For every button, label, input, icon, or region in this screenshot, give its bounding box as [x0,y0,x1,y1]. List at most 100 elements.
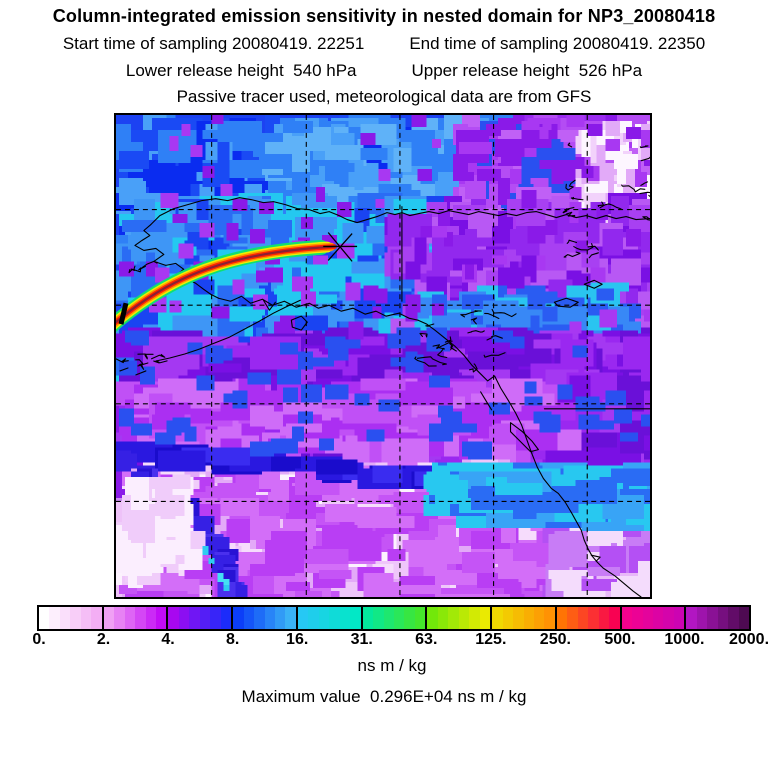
colorbar-cell [339,607,351,629]
lower-release-text: Lower release height 540 hPa [125,61,357,80]
colorbar-interval [233,607,298,629]
sampling-times-line: Start time of sampling 20080419. 22251 En… [0,34,768,54]
arctic-archipelago [621,184,646,193]
colorbar-cell [686,607,697,629]
colorbar-interval [362,607,428,629]
colorbar-cell [178,607,190,629]
colorbar-cell [59,607,71,629]
source-marker [327,233,353,261]
map-plot-area [114,113,652,599]
emission-plume-layer [116,241,333,330]
se-panhandle-islands [469,363,478,373]
colorbar-cell [738,607,750,629]
arctic-archipelago [570,196,584,201]
colorbar-cell [567,607,578,629]
se-panhandle-islands [491,308,517,318]
page-title: Column-integrated emission sensitivity i… [52,6,716,26]
coastline-arctic [150,197,650,226]
colorbar-cell [458,607,470,629]
colorbar-cell [168,607,179,629]
colorbar-cell [632,607,643,629]
arctic-archipelago [567,142,573,148]
colorbar-interval [168,607,234,629]
arctic-archipelago [639,145,649,149]
colorbar-cell [598,607,610,629]
colorbar-cell [49,607,60,629]
max-value-label: Maximum value 0.296E+04 ns m / kg [241,687,527,706]
colorbar-cell [189,607,200,629]
aleutian-island [135,370,147,376]
colorbar-cell [523,607,534,629]
coastline-west-alaska [134,223,220,299]
colorbar-cell [427,607,438,629]
colorbar-tick-label: 1000. [664,631,705,648]
colorbar-cell [145,607,156,629]
lake-outline [583,279,603,289]
se-panhandle-islands [486,335,503,341]
colorbar-cell [318,607,330,629]
colorbar-tick-label: 2000. [728,631,768,648]
plume-tick-mark [118,302,129,325]
colorbar-interval [297,607,363,629]
colorbar-tick-label: 0. [32,631,46,648]
colorbar-interval [492,607,557,629]
coastline-west-coast [417,319,642,597]
haida-gwaii [480,391,493,411]
arctic-archipelago [640,181,649,186]
colorbar-cell [642,607,653,629]
colorbar-tick-label: 500. [604,631,636,648]
colorbar-cell [297,607,309,629]
coastline-alaska-peninsula [155,299,301,362]
colorbar-cell [513,607,524,629]
colorbar-cell [103,607,115,629]
colorbar-cell [91,607,102,629]
aleutian-islets [137,353,154,360]
colorbar-interval [621,607,687,629]
arctic-archipelago [565,179,576,191]
colorbar-cell [479,607,491,629]
release-heights-line: Lower release height 540 hPa Upper releas… [0,61,768,81]
colorbar-cell [114,607,125,629]
colorbar-cell [220,607,232,629]
arctic-archipelago [639,191,650,195]
colorbar-cell [404,607,415,629]
colorbar-cell [728,607,739,629]
emission-plume-layer [116,245,338,324]
arctic-islets [588,252,599,259]
se-panhandle-islands [416,356,447,366]
aleutian-islets [135,359,145,370]
arctic-archipelago [597,201,605,207]
colorbar-cell [673,607,685,629]
colorbar-interval [103,607,169,629]
colorbar-cell [577,607,589,629]
end-time-text: End time of sampling 20080419. 22350 [409,34,706,53]
se-panhandle-islands [483,352,506,358]
colorbar-cell [70,607,81,629]
arctic-archipelago [566,211,576,218]
colorbar-cell [264,607,276,629]
cook-inlet [262,299,276,311]
colorbar-cell [492,607,503,629]
colorbar-cell [373,607,384,629]
aleutian-islets [153,360,168,364]
arctic-islets [587,245,599,251]
colorbar-cell [329,607,340,629]
se-panhandle-islands [460,310,482,318]
colorbar-interval [427,607,493,629]
colorbar-cell [621,607,633,629]
colorbar-cell [696,607,708,629]
se-panhandle-islands [414,356,437,367]
colorbar-cell [663,607,674,629]
colorbar-cell [362,607,374,629]
arctic-islets [563,251,581,258]
arctic-archipelago [599,203,622,210]
colorbar-cell [544,607,555,629]
sf-bay [590,554,601,562]
sensitivity-field-raster [116,115,650,597]
colorbar-cell [80,607,92,629]
colorbar-cell [717,607,729,629]
se-panhandle-islands [467,330,485,334]
aleutian-island [119,367,129,372]
aleutian-islets [116,358,129,364]
colorbar-cell [135,607,146,629]
